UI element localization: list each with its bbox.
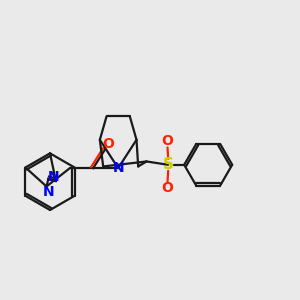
Text: O: O (162, 134, 173, 148)
Text: O: O (162, 181, 173, 195)
Text: N: N (47, 170, 59, 184)
Text: N: N (42, 185, 54, 200)
Text: O: O (102, 137, 114, 151)
Text: N: N (112, 161, 124, 175)
Text: S: S (163, 157, 174, 172)
